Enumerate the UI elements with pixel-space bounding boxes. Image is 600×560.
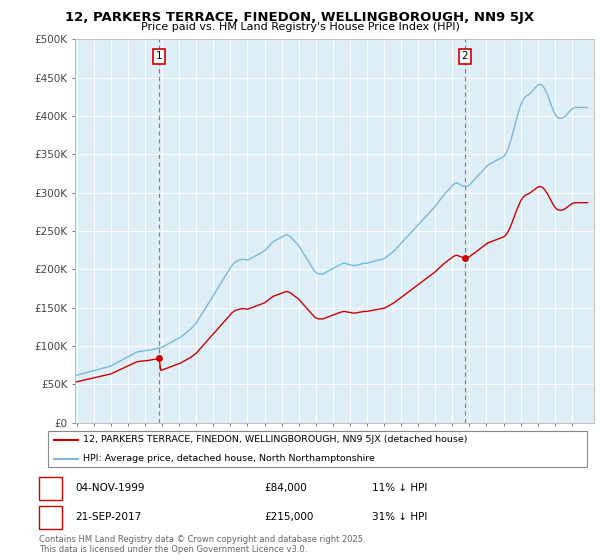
FancyBboxPatch shape (48, 431, 587, 468)
Text: 1: 1 (156, 52, 163, 62)
Text: Price paid vs. HM Land Registry's House Price Index (HPI): Price paid vs. HM Land Registry's House … (140, 22, 460, 32)
Text: 21-SEP-2017: 21-SEP-2017 (75, 512, 141, 522)
Text: 11% ↓ HPI: 11% ↓ HPI (372, 483, 427, 493)
Text: HPI: Average price, detached house, North Northamptonshire: HPI: Average price, detached house, Nort… (83, 454, 375, 463)
Text: £215,000: £215,000 (264, 512, 313, 522)
Text: 12, PARKERS TERRACE, FINEDON, WELLINGBOROUGH, NN9 5JX: 12, PARKERS TERRACE, FINEDON, WELLINGBOR… (65, 11, 535, 24)
Text: Contains HM Land Registry data © Crown copyright and database right 2025.
This d: Contains HM Land Registry data © Crown c… (39, 535, 365, 554)
Text: 1: 1 (47, 483, 54, 493)
Text: 2: 2 (47, 512, 54, 522)
Text: 04-NOV-1999: 04-NOV-1999 (75, 483, 145, 493)
Text: £84,000: £84,000 (264, 483, 307, 493)
Text: 12, PARKERS TERRACE, FINEDON, WELLINGBOROUGH, NN9 5JX (detached house): 12, PARKERS TERRACE, FINEDON, WELLINGBOR… (83, 435, 467, 444)
Text: 31% ↓ HPI: 31% ↓ HPI (372, 512, 427, 522)
Text: 2: 2 (461, 52, 468, 62)
